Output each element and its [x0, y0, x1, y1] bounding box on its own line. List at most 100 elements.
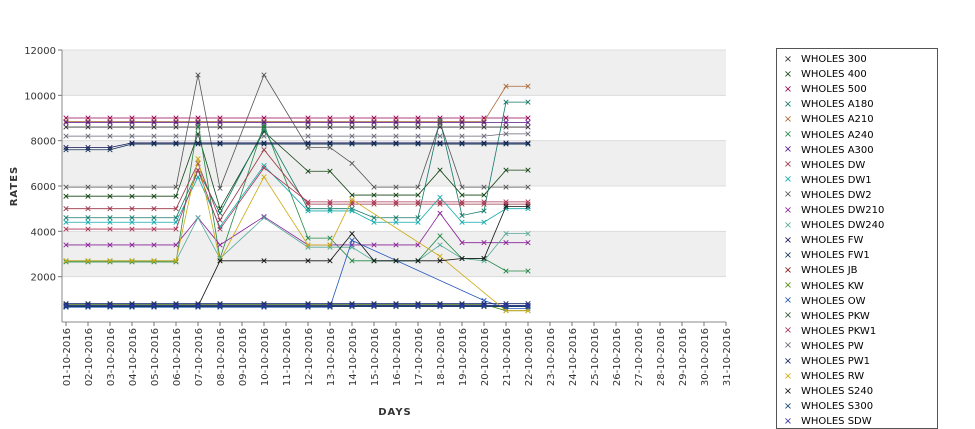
series-wholes-sdw: [63, 302, 531, 308]
data-point: [503, 167, 509, 173]
x-tick-label: 31-10-2016: [722, 328, 733, 386]
legend-item: × WHOLES DW2: [781, 188, 872, 203]
data-point: [217, 255, 223, 262]
x-tick-label: 22-10-2016: [524, 328, 535, 386]
data-point: [371, 258, 377, 264]
data-point: [525, 201, 531, 207]
data-point: [107, 124, 113, 130]
x-tick-label: 24-10-2016: [568, 328, 579, 386]
data-point: [437, 117, 443, 123]
series-wholes-pkw1: [63, 165, 531, 232]
data-point: [151, 124, 157, 130]
legend-item: × WHOLES DW240: [781, 218, 885, 233]
data-point: [261, 215, 267, 221]
x-tick-label: 18-10-2016: [436, 328, 447, 386]
legend-label: WHOLES 400: [801, 69, 867, 81]
legend-marker-icon: ×: [783, 355, 793, 367]
series-line: [66, 122, 528, 272]
data-point: [459, 119, 465, 126]
data-point: [503, 184, 509, 190]
series-wholes-pw: [63, 131, 531, 139]
data-point: [151, 259, 157, 265]
plot-band: [62, 50, 726, 96]
data-point: [85, 133, 91, 139]
data-point: [481, 184, 487, 190]
data-point: [437, 201, 443, 207]
data-point: [525, 115, 531, 121]
plot-band: [62, 140, 726, 186]
data-point: [129, 258, 135, 264]
data-point: [85, 119, 91, 126]
data-point: [481, 119, 487, 126]
data-point: [195, 141, 201, 147]
data-point: [305, 206, 311, 212]
data-point: [503, 141, 509, 147]
x-tick-label: 14-10-2016: [348, 328, 359, 386]
series-line: [66, 74, 528, 190]
data-point: [503, 99, 509, 105]
legend-label: WHOLES KW: [801, 280, 864, 292]
legend-label: WHOLES A300: [801, 144, 874, 156]
data-point: [415, 199, 421, 205]
legend-label: WHOLES A240: [801, 129, 874, 141]
data-point: [173, 258, 179, 264]
data-point: [525, 119, 531, 126]
x-tick-label: 28-10-2016: [656, 328, 667, 386]
data-point: [173, 206, 179, 212]
data-point: [85, 242, 91, 248]
data-point: [459, 141, 465, 147]
legend-label: WHOLES JB: [801, 265, 858, 277]
data-point: [525, 308, 531, 314]
data-point: [63, 302, 69, 308]
data-point: [393, 242, 399, 248]
data-point: [151, 226, 157, 232]
data-point: [393, 219, 399, 225]
series-wholes-400: [63, 128, 531, 212]
legend-label: WHOLES FW: [801, 235, 864, 247]
data-point: [63, 184, 69, 190]
legend-marker-icon: ×: [783, 53, 793, 65]
data-point: [107, 119, 113, 126]
data-point: [525, 141, 531, 147]
data-point: [437, 141, 443, 147]
data-point: [525, 199, 531, 205]
series-wholes-dw: [63, 147, 531, 223]
data-point: [437, 194, 443, 200]
legend-item: × WHOLES S300: [781, 399, 873, 414]
data-point: [415, 124, 421, 130]
x-tick-label: 10-10-2016: [260, 328, 271, 386]
legend-marker-icon: ×: [783, 144, 793, 156]
data-point: [305, 242, 311, 248]
legend-marker-icon: ×: [783, 83, 793, 95]
data-point: [349, 160, 355, 166]
data-point: [393, 119, 399, 126]
data-point: [85, 124, 91, 130]
data-point: [415, 201, 421, 207]
data-point: [107, 219, 113, 225]
data-point: [327, 244, 333, 250]
legend-item: × WHOLES DW: [781, 158, 866, 173]
data-point: [393, 258, 399, 264]
data-point: [129, 124, 135, 130]
x-axis: 01-10-2016 02-10-2016 03-10-2016 04-10-2016…: [62, 321, 733, 386]
data-point: [261, 162, 267, 169]
data-point: [459, 199, 465, 205]
data-point: [129, 242, 135, 248]
data-point: [63, 119, 69, 126]
data-point: [261, 174, 267, 180]
plot-band: [62, 231, 726, 277]
data-point: [217, 133, 223, 139]
legend-item: × WHOLES A240: [781, 128, 874, 143]
data-point: [305, 244, 311, 250]
data-point: [503, 124, 509, 130]
data-point: [459, 302, 465, 308]
data-point: [481, 302, 487, 308]
data-point: [503, 201, 509, 207]
data-point: [85, 258, 91, 264]
data-point: [305, 258, 311, 264]
data-point: [481, 141, 487, 147]
legend-label: WHOLES DW: [801, 159, 866, 171]
data-point: [459, 133, 465, 139]
data-point: [129, 141, 135, 147]
data-point: [261, 122, 267, 128]
